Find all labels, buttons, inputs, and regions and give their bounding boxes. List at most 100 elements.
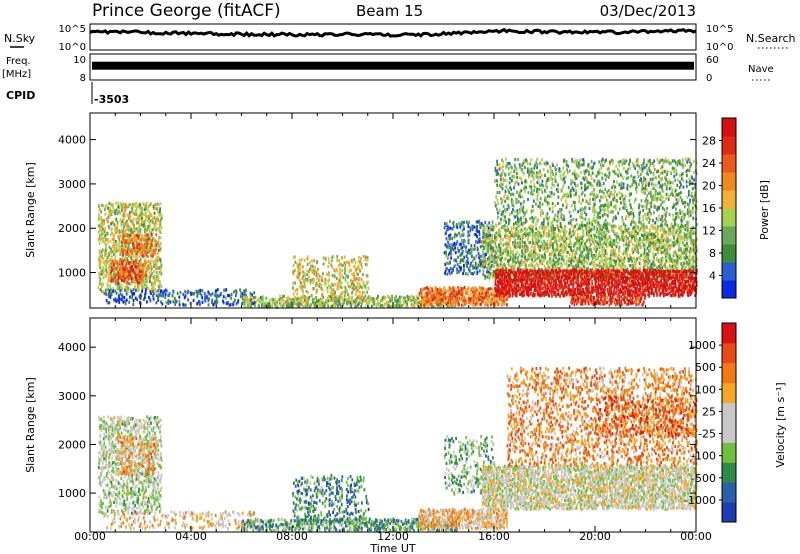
data-cell-2-8 xyxy=(658,240,661,244)
data-cell-2-8 xyxy=(534,251,537,255)
data-cell-2-3 xyxy=(107,301,109,305)
data-cell-2-0 xyxy=(159,280,161,284)
data-cell-2-9 xyxy=(497,284,500,288)
data-cell-2-5 xyxy=(322,295,325,300)
data-cell-2-8 xyxy=(615,237,618,241)
data-cell-2-9 xyxy=(539,290,542,294)
data-cell-2-0 xyxy=(117,205,120,209)
data-cell-2-8 xyxy=(534,242,536,246)
data-cell-2-7 xyxy=(490,265,492,269)
data-cell-2-8 xyxy=(570,245,572,249)
data-cell-2-6 xyxy=(482,299,484,303)
data-cell-2-6 xyxy=(442,290,445,294)
data-cell-2-0 xyxy=(98,272,100,276)
data-cell-2-0 xyxy=(156,216,159,220)
data-cell-2-5 xyxy=(359,269,361,273)
data-cell-2-1 xyxy=(137,274,140,278)
data-cell-2-0 xyxy=(113,209,116,213)
data-cell-2-0 xyxy=(136,217,139,221)
data-cell-2-0 xyxy=(103,236,106,240)
data-cell-2-0 xyxy=(122,211,125,215)
data-cell-2-0 xyxy=(102,261,105,265)
data-cell-2-8 xyxy=(689,235,692,239)
data-cell-2-2 xyxy=(145,253,148,257)
data-cell-2-8 xyxy=(602,224,605,228)
data-cell-2-5 xyxy=(366,255,369,259)
data-cell-2-6 xyxy=(438,291,441,295)
data-cell-2-7 xyxy=(472,266,474,270)
data-cell-2-9 xyxy=(544,277,547,281)
data-cell-2-9 xyxy=(525,270,527,274)
data-cell-2-8 xyxy=(579,266,582,270)
data-cell-2-5 xyxy=(297,265,299,269)
data-cell-2-4 xyxy=(243,299,245,303)
data-cell-2-8 xyxy=(659,266,661,271)
data-cell-2-1 xyxy=(117,270,119,275)
data-cell-2-8 xyxy=(598,261,601,265)
data-cell-2-8 xyxy=(652,241,655,245)
data-cell-2-8 xyxy=(482,227,485,231)
data-cell-2-8 xyxy=(551,236,554,240)
data-cell-2-8 xyxy=(676,242,678,246)
data-cell-2-4 xyxy=(241,296,244,301)
data-cell-2-6 xyxy=(474,289,477,294)
data-cell-2-6 xyxy=(452,302,454,306)
data-cell-2-8 xyxy=(579,250,582,255)
data-cell-2-5 xyxy=(309,278,312,283)
data-cell-2-8 xyxy=(645,257,648,261)
data-cell-2-6 xyxy=(444,295,446,299)
data-cell-2-0 xyxy=(151,228,154,232)
data-cell-2-9 xyxy=(508,294,511,298)
data-cell-2-8 xyxy=(635,260,638,264)
data-cell-2-8 xyxy=(689,240,692,244)
data-cell-2-7 xyxy=(443,226,446,230)
data-cell-2-9 xyxy=(494,293,497,298)
data-cell-2-8 xyxy=(550,229,553,233)
data-cell-2-0 xyxy=(102,265,105,270)
data-cell-2-5 xyxy=(359,282,361,286)
data-cell-2-5 xyxy=(347,292,349,296)
data-cell-2-8 xyxy=(484,276,487,280)
data-cell-2-6 xyxy=(434,286,437,290)
data-cell-2-3 xyxy=(225,301,228,305)
data-cell-2-0 xyxy=(118,272,121,276)
data-cell-2-1 xyxy=(143,260,146,264)
data-cell-2-8 xyxy=(649,243,652,247)
data-cell-2-8 xyxy=(491,254,494,258)
data-cell-2-8 xyxy=(680,225,683,229)
data-cell-2-8 xyxy=(512,258,515,262)
data-cell-2-8 xyxy=(620,224,623,229)
data-cell-2-9 xyxy=(544,283,547,287)
data-cell-2-1 xyxy=(113,263,115,267)
data-cell-2-8 xyxy=(683,261,685,265)
data-cell-2-9 xyxy=(539,273,542,278)
data-cell-2-8 xyxy=(637,267,640,271)
data-cell-2-8 xyxy=(601,225,604,229)
data-cell-2-0 xyxy=(141,213,144,218)
data-cell-2-4 xyxy=(412,295,415,299)
data-cell-2-0 xyxy=(119,218,122,222)
data-cell-2-3 xyxy=(132,288,135,292)
data-cell-2-8 xyxy=(590,234,593,238)
data-cell-2-8 xyxy=(669,238,672,242)
data-cell-2-8 xyxy=(506,224,509,228)
data-cell-2-9 xyxy=(515,294,518,298)
data-cell-2-0 xyxy=(97,238,100,242)
data-cell-2-5 xyxy=(292,272,295,276)
data-cell-2-8 xyxy=(507,253,510,257)
data-cell-2-8 xyxy=(583,256,586,260)
data-cell-2-5 xyxy=(314,265,317,269)
data-cell-2-2 xyxy=(129,249,132,253)
data-cell-2-0 xyxy=(107,259,110,263)
data-cell-2-9 xyxy=(501,290,503,294)
data-cell-2-0 xyxy=(100,210,103,214)
data-cell-2-1 xyxy=(135,260,138,265)
data-cell-2-3 xyxy=(144,293,146,297)
data-cell-2-8 xyxy=(504,234,506,238)
data-cell-2-8 xyxy=(545,232,548,236)
data-cell-2-8 xyxy=(686,255,688,259)
data-cell-2-8 xyxy=(685,233,688,237)
data-cell-2-7 xyxy=(461,233,463,237)
data-cell-2-0 xyxy=(138,226,140,230)
data-cell-2-8 xyxy=(672,253,675,258)
